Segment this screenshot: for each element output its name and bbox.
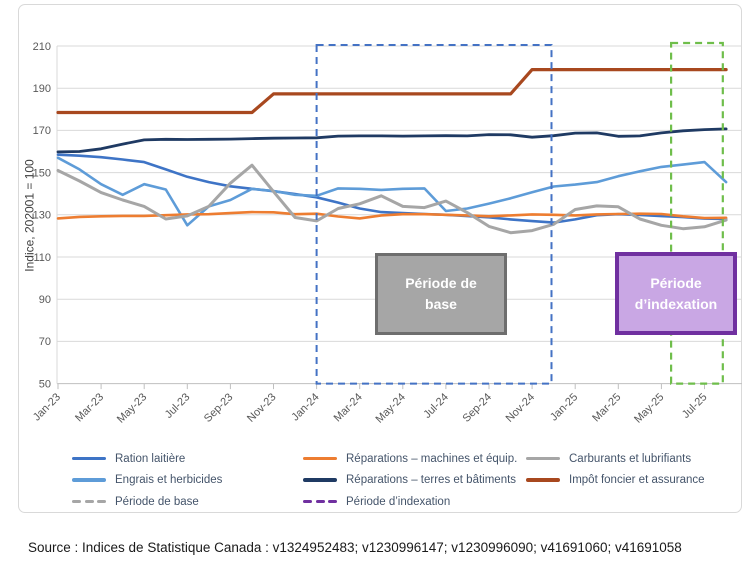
- y-tick-label: 90: [39, 294, 51, 306]
- x-tick-label: Jul-25: [680, 391, 710, 421]
- x-tick-label: Jan-24: [289, 391, 321, 423]
- indexation-period-label-line1: Période: [650, 274, 702, 291]
- indexation-period-outline: [669, 41, 724, 385]
- legend-line-swatch: [526, 456, 560, 461]
- x-tick-label: Mar-23: [73, 391, 106, 424]
- legend-line-swatch: [303, 456, 337, 461]
- legend-item: Réparations – terres et bâtiments: [303, 474, 516, 487]
- x-tick-label: Mar-25: [590, 391, 623, 424]
- legend-item: Ration laitière: [72, 452, 185, 465]
- y-tick-label: 150: [33, 167, 51, 179]
- legend-item: Carburants et lubrifiants: [526, 452, 691, 465]
- legend-label: Période de base: [115, 495, 199, 508]
- y-tick-label: 70: [39, 336, 51, 348]
- y-tick-label: 130: [33, 210, 51, 222]
- legend-item: Période d’indexation: [303, 495, 450, 508]
- series-line-réparations-machines-et-équip-: [56, 210, 728, 220]
- legend-label: Engrais et herbicides: [115, 474, 223, 486]
- x-tick-label: May-25: [632, 391, 666, 425]
- legend-label: Réparations – terres et bâtiments: [346, 474, 517, 486]
- y-axis-title: Indice, 202001 = 100: [22, 159, 37, 272]
- legend-item: Engrais et herbicides: [72, 474, 222, 487]
- x-tick-label: Jan-25: [548, 391, 580, 423]
- x-tick-label: Jan-23: [31, 391, 63, 423]
- base-period-label-box: Période de base: [375, 253, 507, 335]
- legend-item: Réparations – machines et équip.: [303, 452, 517, 465]
- legend-line-swatch: [72, 478, 106, 482]
- legend-item: Impôt foncier et assurance: [526, 474, 705, 487]
- series-line-engrais-et-herbicides: [56, 156, 728, 227]
- legend-label: Période d’indexation: [346, 495, 451, 508]
- x-tick-label: Sep-23: [202, 391, 236, 425]
- legend-label: Carburants et lubrifiants: [569, 452, 692, 465]
- legend-line-swatch: [303, 478, 337, 482]
- legend-item: Période de base: [72, 495, 199, 508]
- indexation-period-label-box: Période d’indexation: [615, 252, 737, 335]
- y-tick-label: 210: [33, 41, 51, 53]
- base-period-outline: [315, 44, 553, 385]
- base-period-label-line1: Période de: [405, 275, 477, 291]
- source-text: Source : Indices de Statistique Canada :…: [28, 540, 682, 555]
- y-tick-label: 190: [33, 83, 51, 95]
- x-tick-label: May-24: [373, 391, 407, 425]
- y-tick-label: 170: [33, 125, 51, 137]
- legend-label: Réparations – machines et équip.: [346, 452, 518, 465]
- x-tick-label: Mar-24: [332, 391, 365, 424]
- legend-line-swatch: [72, 456, 106, 461]
- legend-line-swatch: [526, 478, 560, 482]
- x-tick-label: Nov-24: [504, 391, 538, 425]
- y-tick-label: 50: [39, 378, 51, 390]
- x-tick-label: Nov-23: [245, 391, 279, 425]
- indexation-period-label-line2: d’indexation: [634, 295, 718, 312]
- series-line-carburants-et-lubrifiants: [56, 163, 728, 235]
- series-line-impôt-foncier-et-assurance: [56, 67, 728, 115]
- x-tick-label: Jul-24: [421, 391, 451, 421]
- x-tick-label: Sep-24: [461, 391, 495, 425]
- legend-label: Ration laitière: [115, 452, 186, 465]
- x-tick-label: Jul-23: [163, 391, 193, 421]
- y-tick-label: 110: [33, 252, 51, 264]
- legend-dashed-line-swatch: [72, 499, 106, 504]
- legend-dashed-line-swatch: [303, 499, 337, 504]
- series-line-réparations-terres-et-bâtiments: [56, 127, 728, 154]
- x-tick-label: May-23: [115, 391, 149, 425]
- legend-label: Impôt foncier et assurance: [569, 474, 705, 486]
- base-period-label-line2: base: [425, 296, 457, 312]
